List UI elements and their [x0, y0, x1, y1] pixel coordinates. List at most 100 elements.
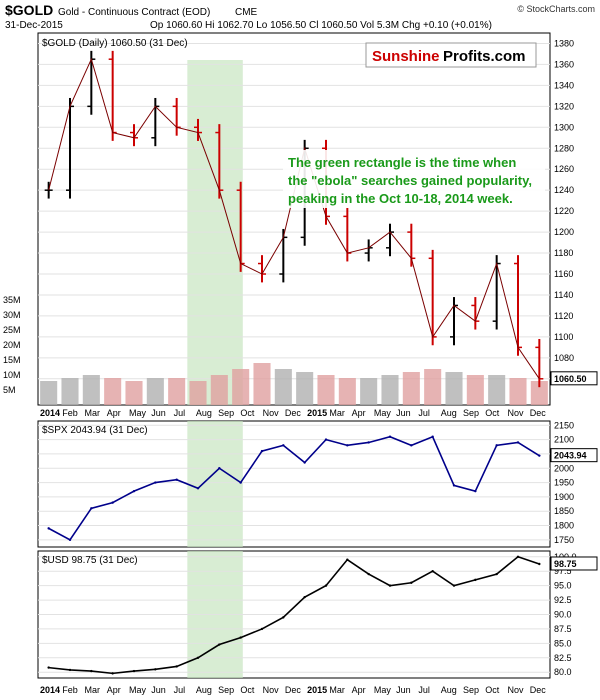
gold-volume-bar [296, 372, 314, 405]
gold-volume-ytick-label: 25M [3, 325, 21, 335]
spx-ytick-label: 1900 [554, 492, 574, 502]
usd-ytick-label: 80.0 [554, 667, 572, 677]
brand-box [365, 42, 537, 68]
gold-volume-bar [466, 375, 484, 405]
gold-xtick-label: May [374, 408, 392, 418]
spx-point [111, 501, 114, 504]
usd-xtick-label: Nov [507, 685, 524, 695]
gold-xtick-label: Aug [196, 408, 212, 418]
spx-ytick-label: 2100 [554, 435, 574, 445]
gold-volume-bar [424, 369, 442, 405]
spx-point [303, 461, 306, 464]
usd-xtick-label: Aug [196, 685, 212, 695]
gold-xtick-label: Mar [85, 408, 101, 418]
gold-ytick-label: 1160 [554, 269, 573, 279]
usd-last-value-label: 98.75 [554, 559, 577, 569]
usd-point [196, 656, 200, 659]
gold-ytick-label: 1280 [554, 143, 574, 153]
gold-ytick-label: 1360 [554, 59, 574, 69]
gold-xtick-label: Jul [418, 408, 430, 418]
spx-point [410, 444, 413, 447]
gold-ytick-label: 1080 [554, 353, 574, 363]
usd-ytick-label: 92.5 [554, 595, 572, 605]
usd-xtick-label: Mar [329, 685, 345, 695]
gold-volume-bar [402, 372, 420, 405]
spx-panel: 175018001850190019502000205021002150$SPX… [37, 420, 598, 548]
gold-last-value-label: 1060.50 [554, 374, 587, 384]
usd-point [175, 665, 178, 668]
gold-volume-bar [146, 378, 164, 405]
spx-point [132, 489, 136, 493]
usd-point [452, 584, 456, 587]
usd-xtick-label: Sep [218, 685, 234, 695]
gold-xtick-label: 2014 [40, 408, 60, 418]
spx-point [47, 527, 50, 530]
gold-volume-bar [274, 369, 292, 405]
gold-xtick-label: Dec [285, 408, 302, 418]
spx-point [154, 481, 157, 484]
annotation-line-1: The green rectangle is the time when [288, 155, 516, 170]
instrument-name: Gold - Continuous Contract (EOD) [58, 7, 210, 18]
usd-xtick-label: Jul [418, 685, 430, 695]
copyright-label[interactable]: © StockCharts.com [517, 4, 595, 14]
gold-volume-bar [61, 378, 79, 405]
spx-point [516, 441, 520, 444]
spx-last-value-box [550, 448, 598, 463]
symbol-title: $GOLD [5, 2, 53, 18]
gold-xtick-label: Apr [107, 408, 121, 418]
gold-xtick-label: Aug [441, 408, 457, 418]
annotation-box: The green rectangle is the time when the… [283, 150, 545, 208]
spx-point [346, 444, 349, 447]
usd-ytick-label: 82.5 [554, 653, 572, 663]
usd-xtick-label: Aug [441, 685, 457, 695]
spx-point [175, 478, 178, 481]
spx-point [388, 435, 392, 438]
usd-point [132, 669, 136, 673]
usd-ytick-label: 97.5 [554, 566, 572, 576]
usd-point [410, 581, 413, 584]
gold-volume-bar [189, 381, 207, 405]
usd-point [303, 595, 306, 599]
spx-point [239, 481, 242, 484]
spx-ytick-label: 1800 [554, 521, 574, 531]
usd-panel: 80.082.585.087.590.092.595.097.5100.0$US… [37, 550, 598, 695]
gold-xtick-label: Feb [62, 408, 78, 418]
gold-volume-bar [82, 375, 100, 405]
usd-point [431, 570, 434, 573]
usd-xtick-label: Sep [463, 685, 479, 695]
gold-volume-bar [381, 375, 399, 405]
gold-last-value-box [550, 371, 598, 386]
spx-point [367, 441, 370, 444]
gold-xtick-label: May [129, 408, 147, 418]
usd-ytick-label: 90.0 [554, 610, 572, 620]
gold-xtick-label: Sep [218, 408, 234, 418]
gold-volume-ytick-label: 30M [3, 310, 21, 320]
usd-legend: $USD 98.75 (31 Dec) [42, 555, 138, 566]
spx-point [474, 489, 477, 493]
gold-legend: $GOLD (Daily) 1060.50 (31 Dec) [42, 38, 188, 49]
gold-xtick-label: Dec [530, 408, 547, 418]
gold-volume-bar [125, 381, 143, 405]
spx-ytick-label: 2000 [554, 463, 574, 473]
gold-ytick-label: 1100 [554, 332, 573, 342]
usd-point [111, 672, 114, 675]
spx-ytick-label: 2150 [554, 420, 574, 430]
spx-legend: $SPX 2043.94 (31 Dec) [42, 425, 148, 436]
gold-volume-bar [530, 381, 548, 405]
gold-xtick-label: Nov [263, 408, 280, 418]
annotation-line-3: peaking in the Oct 10-18, 2014 week. [288, 191, 513, 206]
usd-ytick-label: 95.0 [554, 581, 572, 591]
usd-point [474, 578, 477, 582]
gold-volume-bar [360, 378, 378, 405]
brand-part-1: Sunshine [372, 48, 440, 65]
gold-xtick-label: Oct [485, 408, 500, 418]
gold-volume-bar [232, 369, 250, 405]
usd-point [346, 558, 349, 561]
gold-xtick-label: Nov [507, 408, 524, 418]
usd-last-value-box [550, 556, 598, 571]
usd-point [538, 562, 541, 566]
gold-ytick-label: 1120 [554, 311, 573, 321]
gold-ytick-label: 1200 [554, 227, 574, 237]
gold-ytick-label: 1300 [554, 122, 574, 132]
